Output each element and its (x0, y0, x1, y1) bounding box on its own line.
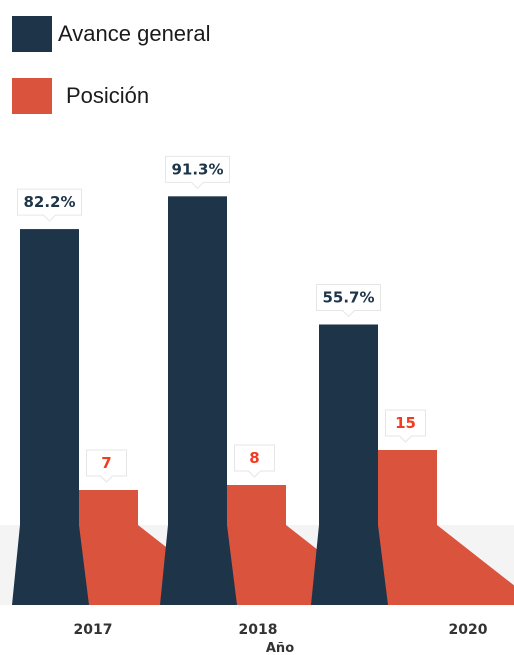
data-label-avance-general-2017: 82.2% (23, 193, 75, 211)
data-label-posici-n-2020: 15 (395, 414, 416, 432)
callout-box-avance-general-2017 (17, 188, 82, 222)
chart-legend: Avance general Posición (12, 14, 211, 138)
data-label-avance-general-2020: 55.7% (322, 288, 374, 306)
callout-box-posici-n-2017 (86, 449, 127, 483)
callout-avance-general-2020: 55.7% (316, 283, 381, 318)
legend-item-avance-general: Avance general (12, 14, 211, 54)
callout-posici-n-2018: 8 (234, 444, 275, 478)
bar-avance-general-2018 (168, 196, 227, 525)
callout-box-posici-n-2018 (234, 444, 275, 478)
bar-avance-general-2017 (20, 229, 79, 525)
callout-avance-general-2017: 82.2% (17, 188, 82, 222)
data-label-posici-n-2018: 8 (249, 449, 259, 467)
callout-box-avance-general-2018 (165, 155, 230, 190)
callout-box-avance-general-2020 (316, 283, 381, 318)
legend-label-avance-general: Avance general (58, 21, 211, 46)
bars (20, 196, 437, 525)
data-label-callouts: 82.2% 7 91.3% 8 55.7% 15 (17, 155, 426, 483)
legend-label-posicion: Posición (66, 83, 150, 108)
legend-swatch-posicion (12, 78, 52, 114)
data-label-posici-n-2017: 7 (101, 454, 111, 472)
callout-posici-n-2017: 7 (86, 449, 127, 483)
bar-avance-general-2020 (319, 324, 378, 525)
legend-swatch-avance-general (12, 16, 52, 52)
bar-posici-n-2017 (79, 490, 138, 525)
x-tick-label-2018: 2018 (239, 622, 278, 638)
x-axis: Año 2017 2018 2020 (74, 622, 488, 655)
callout-posici-n-2020: 15 (385, 409, 426, 443)
data-label-avance-general-2018: 91.3% (171, 160, 223, 178)
x-tick-label-2020: 2020 (449, 622, 488, 638)
floor-perspective (0, 525, 514, 605)
bar-posici-n-2020 (378, 450, 437, 525)
x-axis-title: Año (266, 641, 294, 655)
bar-posici-n-2018 (227, 485, 286, 525)
floor-reflection-posici-n-2020 (378, 525, 514, 605)
legend-item-posicion: Posición (12, 76, 211, 116)
callout-box-posici-n-2020 (385, 409, 426, 443)
callout-avance-general-2018: 91.3% (165, 155, 230, 190)
x-tick-label-2017: 2017 (74, 622, 113, 638)
